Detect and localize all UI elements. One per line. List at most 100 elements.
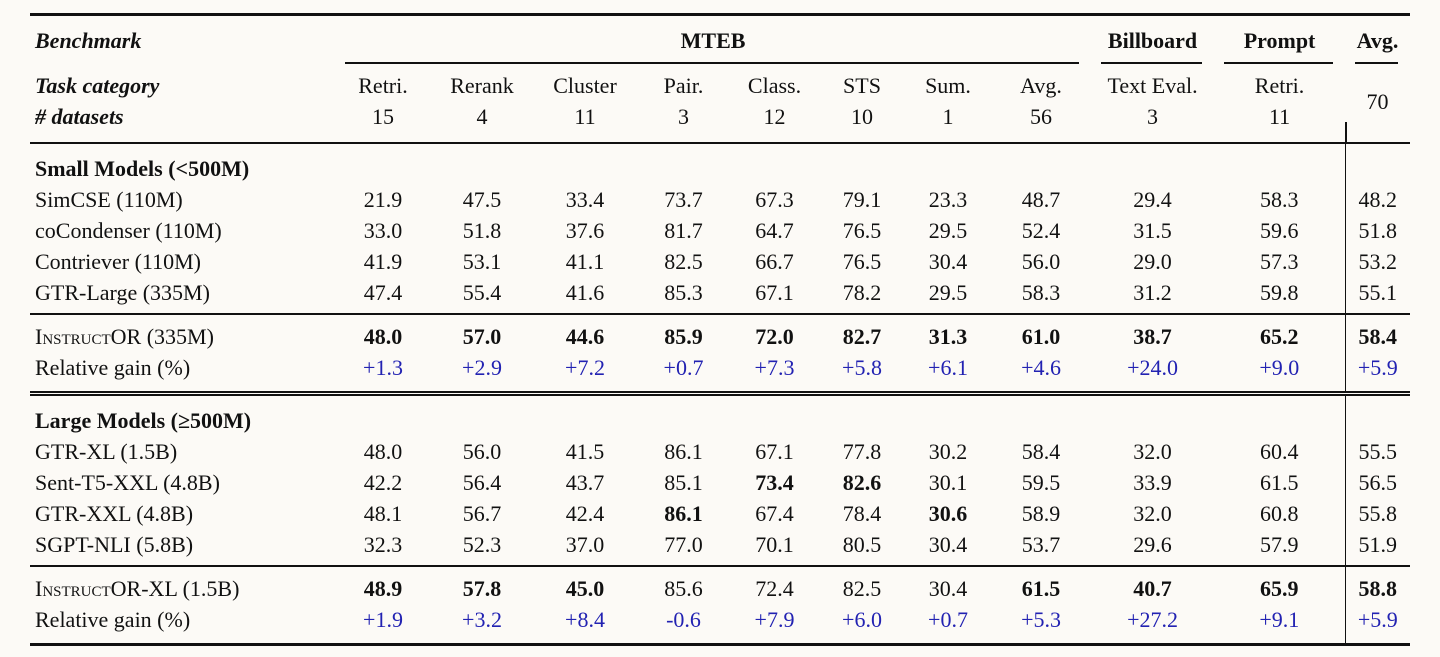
score-cell: 32.0 [1133,501,1172,526]
score-cell: 31.3 [905,313,991,352]
column-dataset-count: 3 [678,104,689,129]
column-dataset-count: 3 [1147,104,1159,129]
score-cell: 30.1 [928,470,968,495]
score-cell: 48.9 [335,565,431,604]
model-name: GTR-Large (335M) [35,280,210,305]
model-name: GTR-XL (1.5B) [35,439,178,464]
column-header-retri: Retri. 15 [335,65,431,144]
score-cell: 51.9 [1344,529,1411,566]
model-row: GTR-XL (1.5B) 48.0 56.0 41.5 86.1 67.1 77.8 30.… [30,436,1411,467]
score-cell: 55.1 [1344,277,1411,314]
model-name: Contriever (110M) [35,249,201,274]
column-header-pair: Pair. 3 [637,65,730,144]
gain-cell: +7.2 [533,352,637,396]
gain-row: Relative gain (%) +1.9 +3.2 +8.4 -0.6 +7.9 +6.… [30,604,1411,646]
score-cell: 29.0 [1133,249,1172,274]
gain-cell: +9.0 [1214,352,1346,396]
score-cell: 57.8 [431,565,533,604]
score-cell: 33.9 [1133,470,1172,495]
score-cell: 80.5 [842,532,882,557]
score-cell: 52.4 [1021,218,1061,243]
section-title-spacer [1344,393,1411,436]
score-cell: 30.4 [928,249,968,274]
column-header-total: 70 [1345,65,1411,144]
column-dataset-count: 11 [1268,104,1291,129]
score-cell: 30.4 [928,532,968,557]
score-cell: 82.5 [664,249,703,274]
gain-row: Relative gain (%) +1.3 +2.9 +7.2 +0.7 +7.3 +5.… [30,352,1411,396]
gain-cell: +6.1 [905,352,991,396]
benchmark-results-table: Benchmark MTEB Billboard Prompt Avg. Tas… [30,13,1411,646]
gain-cell: +0.7 [637,352,730,396]
score-cell: 67.1 [755,280,794,305]
score-cell: 48.7 [1021,187,1061,212]
score-cell: 56.0 [1021,249,1061,274]
score-cell: 59.8 [1260,280,1299,305]
gain-cell: +4.6 [991,352,1092,396]
score-cell: 31.2 [1133,280,1172,305]
score-cell: 72.4 [730,565,819,604]
score-cell: 51.8 [462,218,502,243]
column-name: Class. [747,73,802,98]
score-cell: 57.9 [1260,532,1299,557]
score-cell: 42.4 [565,501,605,526]
section-title: Small Models (<500M) [35,156,250,181]
column-header-avg: Avg. 56 [991,65,1092,144]
section-title-row: Large Models (≥500M) [30,393,1411,436]
column-name: STS [843,73,881,98]
section-title-row: Small Models (<500M) [30,143,1411,184]
gain-label: Relative gain (%) [30,604,335,646]
score-cell: 38.7 [1091,313,1215,352]
score-cell: 58.4 [1344,313,1411,352]
model-row: SGPT-NLI (5.8B) 32.3 52.3 37.0 77.0 70.1 80.5 3… [30,529,1411,566]
score-cell: 37.0 [565,532,605,557]
score-cell: 67.3 [755,187,794,212]
score-cell: 40.7 [1091,565,1215,604]
score-cell: 65.2 [1214,313,1346,352]
gain-cell: +3.2 [431,604,533,646]
column-dataset-count: 11 [574,104,596,129]
section-title: Large Models (≥500M) [35,408,252,433]
score-cell: 86.1 [664,501,703,526]
score-cell: 73.7 [664,187,703,212]
group-billboard: Billboard [1091,15,1214,66]
score-cell: 29.5 [928,280,968,305]
model-row: SimCSE (110M) 21.9 47.5 33.4 73.7 67.3 79.1 23.… [30,184,1411,215]
gain-cell: +9.1 [1214,604,1346,646]
score-cell: 58.9 [1021,501,1061,526]
score-cell: 29.5 [928,218,968,243]
gain-cell: +0.7 [905,604,991,646]
score-cell: 56.0 [462,439,502,464]
paper-table-figure: Benchmark MTEB Billboard Prompt Avg. Tas… [30,0,1411,646]
score-cell: 58.8 [1344,565,1411,604]
column-header-text-eval: Text Eval. 3 [1091,65,1215,144]
score-cell: 47.4 [363,280,403,305]
model-row: Sent-T5-XXL (4.8B) 42.2 56.4 43.7 85.1 73.4 82… [30,467,1411,498]
score-cell: 82.7 [819,313,905,352]
model-name: SGPT-NLI (5.8B) [35,532,194,557]
score-cell: 65.9 [1214,565,1346,604]
column-header-row: Task category # datasets Retri. 15 Rerank 4… [30,65,1411,144]
score-cell: 58.3 [1260,187,1299,212]
score-cell: 53.7 [1021,532,1061,557]
score-cell: 41.6 [565,280,605,305]
instructor-row: InstructOR-XL (1.5B) 48.9 57.8 45.0 85.6 72.4… [30,565,1411,604]
score-cell: 85.9 [637,313,730,352]
score-cell: 78.2 [842,280,882,305]
score-cell: 85.6 [637,565,730,604]
model-name: InstructOR-XL (1.5B) [30,565,335,604]
column-name: Text Eval. [1107,73,1198,98]
task-category-header: Task category # datasets [30,65,335,144]
score-cell: 66.7 [755,249,794,274]
group-header-row: Benchmark MTEB Billboard Prompt Avg. [30,15,1410,66]
score-cell: 44.6 [533,313,637,352]
score-cell: 67.1 [755,439,794,464]
score-cell: 30.6 [928,501,968,526]
column-header-sts: STS 10 [819,65,905,144]
score-cell: 55.4 [462,280,502,305]
num-datasets-label: # datasets [35,104,124,129]
gain-cell: -0.6 [637,604,730,646]
score-cell: 67.4 [755,501,794,526]
section-title-spacer [1344,143,1411,184]
column-name: Sum. [925,73,971,98]
